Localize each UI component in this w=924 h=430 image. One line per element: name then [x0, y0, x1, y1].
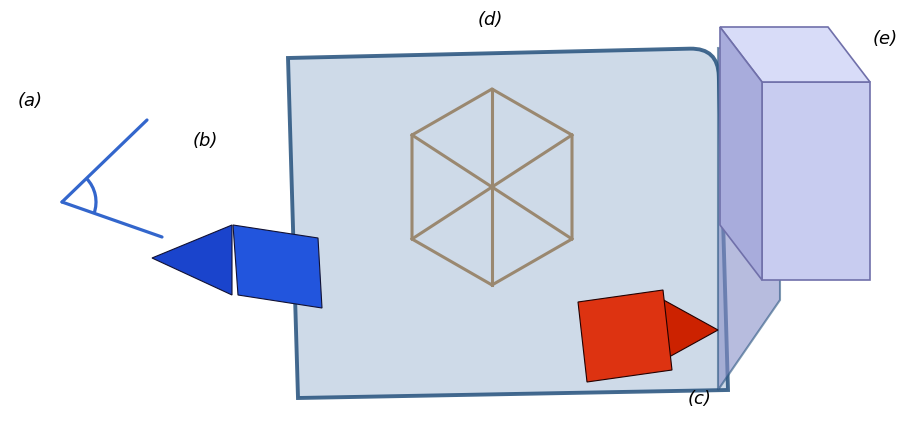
- PathPatch shape: [288, 49, 728, 398]
- Text: (d): (d): [478, 11, 503, 29]
- Text: (b): (b): [192, 132, 218, 150]
- Polygon shape: [660, 298, 718, 362]
- Polygon shape: [152, 225, 232, 295]
- Text: (c): (c): [688, 390, 711, 408]
- Text: (e): (e): [872, 30, 897, 48]
- Polygon shape: [720, 27, 762, 280]
- Polygon shape: [578, 290, 672, 382]
- Polygon shape: [718, 45, 780, 390]
- Text: (a): (a): [18, 92, 43, 110]
- Polygon shape: [762, 82, 870, 280]
- Polygon shape: [233, 225, 322, 308]
- Polygon shape: [720, 27, 870, 82]
